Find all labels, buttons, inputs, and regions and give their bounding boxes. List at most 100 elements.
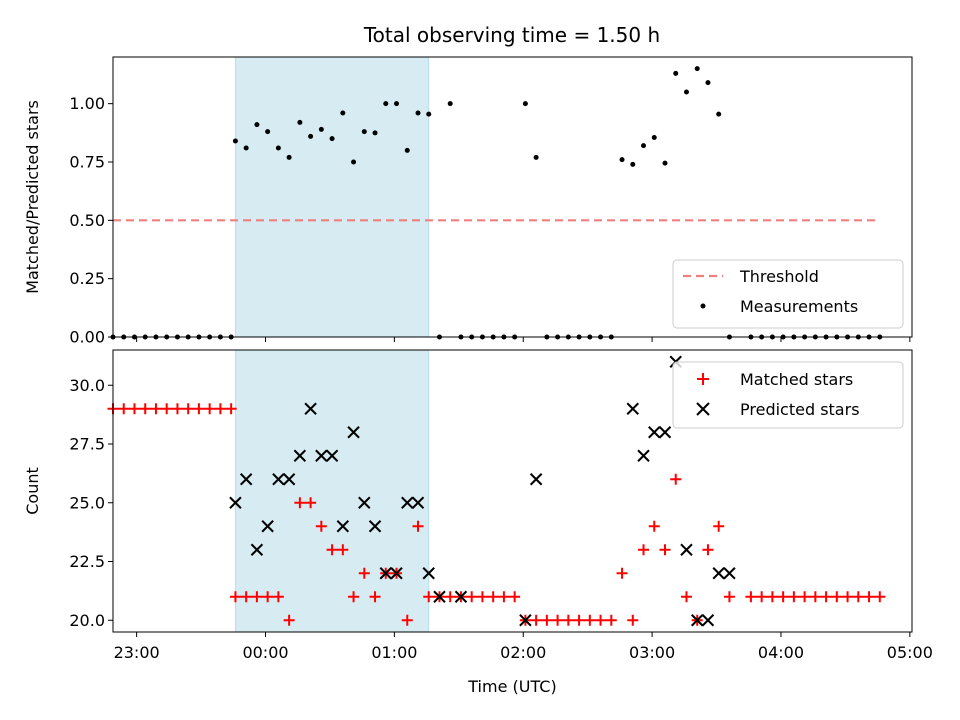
predicted-star-point: [519, 614, 532, 627]
top-legend: Threshold Measurements: [672, 259, 904, 329]
matched-star-point: [788, 591, 800, 603]
y-tick-label: 20.0: [69, 611, 105, 630]
matched-star-point: [466, 591, 478, 603]
measurement-point: [394, 101, 400, 107]
matched-star-point: [820, 591, 832, 603]
matched-star-point: [423, 591, 435, 603]
matched-star-point: [262, 591, 274, 603]
predicted-star-point: [239, 473, 253, 486]
measurement-point: [361, 129, 367, 135]
legend-matched-label: Matched stars: [740, 370, 853, 389]
matched-star-point: [509, 591, 521, 603]
matched-star-point: [756, 591, 768, 603]
matched-star-point: [182, 403, 194, 415]
predicted-star-point: [347, 426, 360, 439]
measurement-point: [683, 89, 689, 95]
legend-threshold-label: Threshold: [739, 267, 819, 286]
observing-window-shade-bottom: [234, 349, 430, 633]
x-tick-label: 23:00: [114, 643, 160, 662]
matched-star-point: [863, 591, 875, 603]
measurement-point: [447, 101, 453, 107]
measurement-point: [619, 157, 625, 163]
predicted-star-point: [712, 567, 725, 580]
matched-star-point: [605, 614, 617, 626]
x-tick-label: 01:00: [371, 643, 417, 662]
matched-star-point: [723, 591, 735, 603]
predicted-star-point: [315, 449, 328, 462]
matched-star-point: [476, 591, 488, 603]
matched-star-point: [118, 403, 130, 415]
measurement-points: [110, 66, 883, 340]
matched-star-point: [584, 614, 596, 626]
matched-star-point: [326, 544, 338, 556]
measurement-point: [318, 126, 324, 132]
predicted-star-point: [723, 567, 736, 580]
chart-title: Total observing time = 1.50 h: [363, 23, 660, 47]
bottom-legend: Matched stars Predicted stars: [672, 361, 904, 429]
matched-star-point: [680, 591, 692, 603]
measurement-point: [630, 161, 636, 167]
predicted-star-point: [433, 590, 446, 603]
y-tick-label: 0.00: [69, 328, 105, 347]
matched-star-point: [294, 497, 306, 509]
predicted-star-point: [272, 473, 285, 486]
measurement-point: [662, 160, 668, 166]
predicted-star-point: [304, 402, 317, 415]
measurement-point: [641, 143, 647, 149]
bottom-axes-frame: [112, 349, 913, 633]
matched-star-point: [852, 591, 864, 603]
matched-star-point: [638, 544, 650, 556]
matched-star-point: [530, 614, 542, 626]
matched-star-point: [562, 614, 574, 626]
predicted-star-point: [529, 473, 543, 486]
x-tick-label: 00:00: [242, 643, 288, 662]
y-tick-label: 1.00: [69, 94, 105, 113]
matched-star-point: [315, 520, 327, 532]
predicted-star-point: [691, 614, 704, 627]
x-tick-label: 03:00: [629, 643, 675, 662]
measurement-point: [243, 145, 249, 151]
y-tick-label: 0.50: [69, 211, 105, 230]
matched-star-point: [161, 403, 173, 415]
measurement-point: [705, 80, 711, 86]
matched-star-point: [745, 591, 757, 603]
matched-star-point: [283, 614, 295, 626]
measurement-point: [404, 147, 410, 153]
matched-star-point: [225, 403, 237, 415]
x-tick-label: 05:00: [887, 643, 933, 662]
matched-star-point: [240, 591, 252, 603]
predicted-star-point: [229, 496, 242, 509]
top-y-axis-label: Matched/Predicted stars: [23, 100, 42, 294]
measurement-point: [426, 111, 432, 117]
matched-star-point: [229, 591, 241, 603]
legend-predicted-label: Predicted stars: [740, 400, 860, 419]
measurement-point: [232, 138, 238, 144]
matched-star-point: [670, 473, 682, 485]
matched-star-point: [766, 591, 778, 603]
measurement-point: [351, 159, 357, 165]
matched-star-point: [616, 567, 628, 579]
predicted-star-point: [336, 520, 350, 533]
bottom-panel: 20.0 22.5 25.0 27.5 30.0 23:00 00:00 01:00 02:0…: [23, 349, 933, 696]
matched-star-point: [272, 591, 284, 603]
observing-window-shade-top: [234, 56, 430, 338]
predicted-star-point: [379, 567, 392, 580]
predicted-star-point: [637, 449, 650, 462]
matched-star-point: [204, 403, 216, 415]
matched-star-point: [809, 591, 821, 603]
matched-star-point: [193, 403, 205, 415]
predicted-star-point: [368, 520, 382, 533]
predicted-star-point: [325, 449, 339, 462]
y-tick-label: 27.5: [69, 435, 105, 454]
measurement-point: [372, 130, 378, 136]
predicted-star-point: [261, 520, 274, 533]
matched-star-point: [214, 403, 226, 415]
matched-star-point: [541, 614, 553, 626]
legend-measurements-swatch: [700, 303, 706, 309]
y-tick-label: 22.5: [69, 552, 105, 571]
x-tick-label: 04:00: [758, 643, 804, 662]
matched-star-point: [348, 591, 360, 603]
matched-star-point: [498, 591, 510, 603]
measurement-point: [533, 154, 539, 160]
